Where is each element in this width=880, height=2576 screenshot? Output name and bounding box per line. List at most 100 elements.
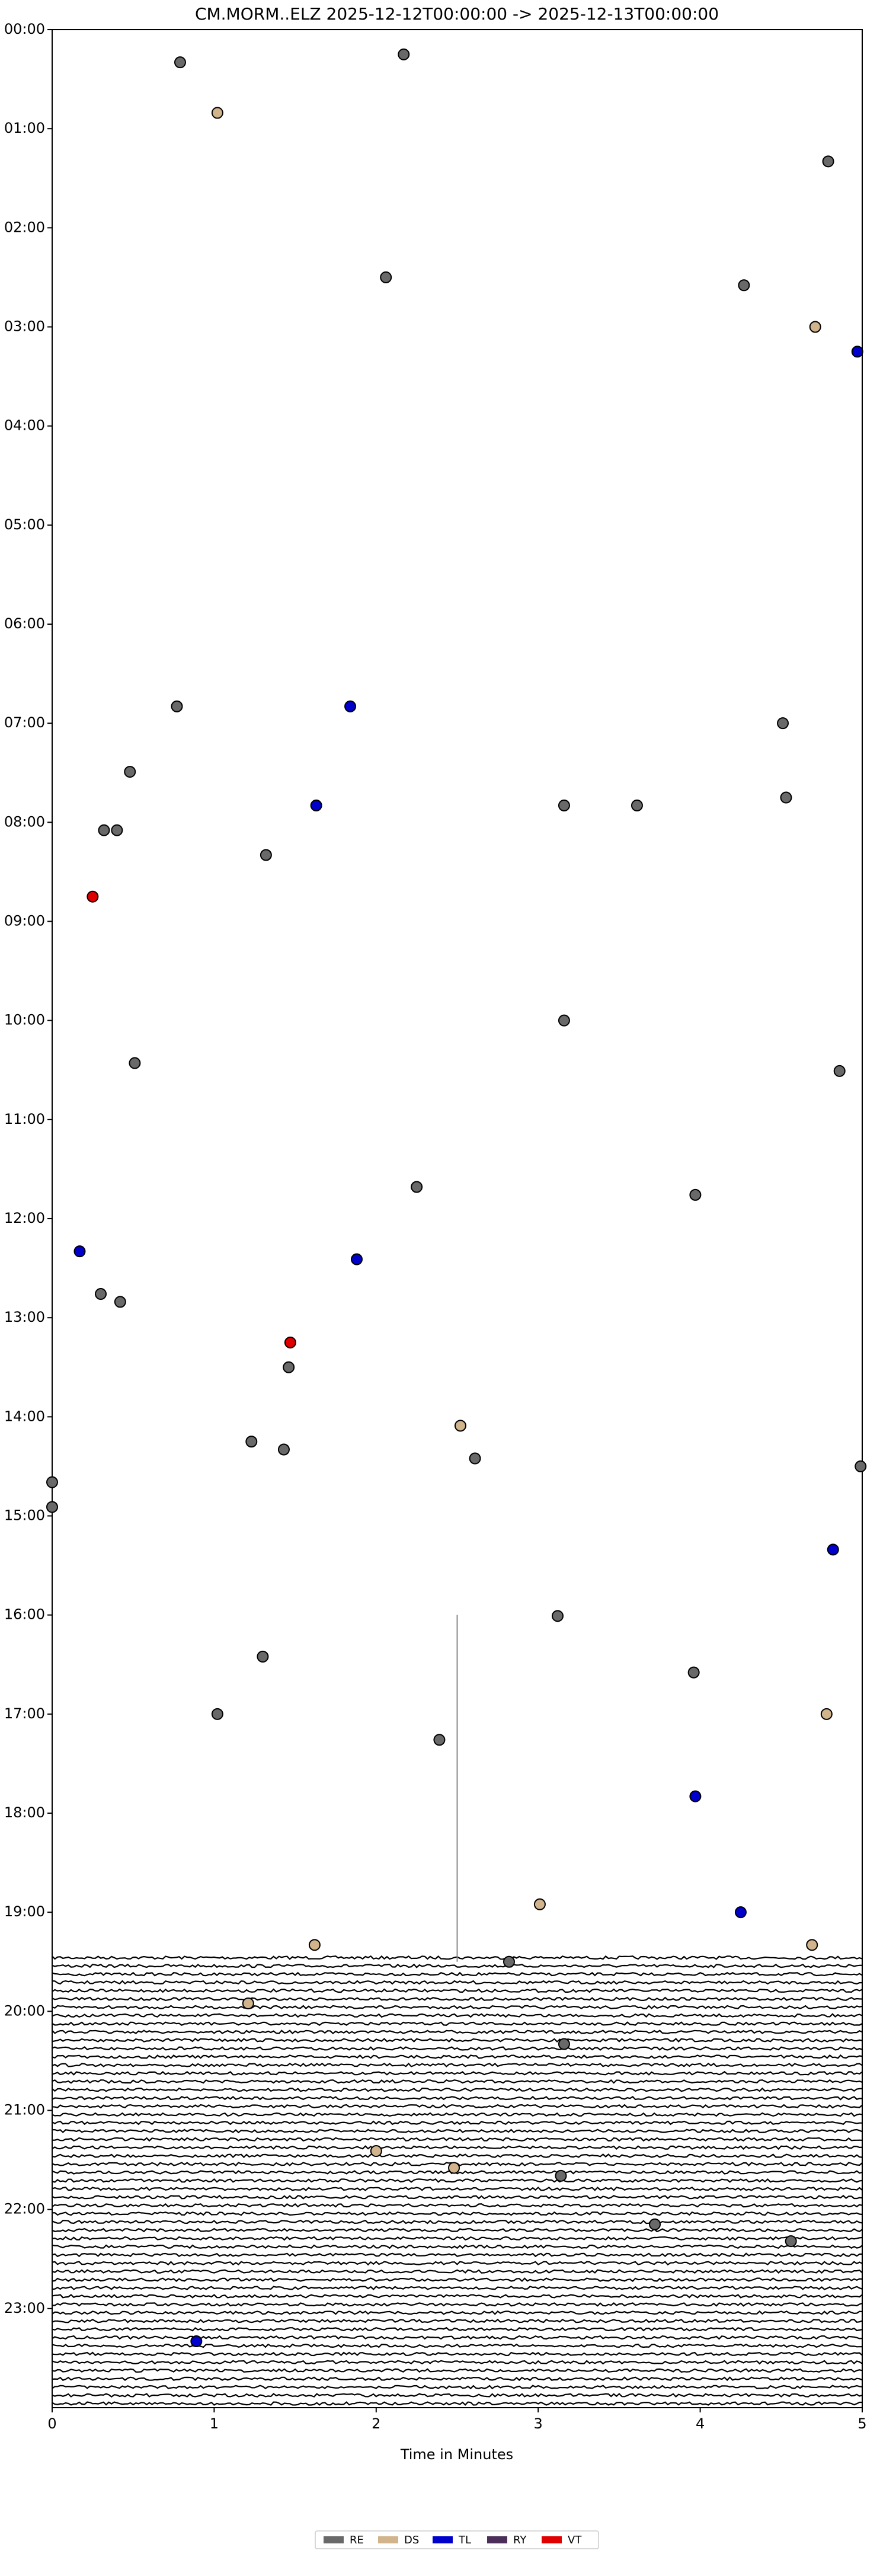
y-tick-label: 23:00 <box>4 2300 45 2316</box>
y-tick-label: 04:00 <box>4 417 45 434</box>
event-marker <box>827 1543 839 1556</box>
event-marker <box>448 2162 460 2174</box>
event-marker <box>780 791 792 804</box>
event-marker <box>380 271 392 283</box>
x-tick-label: 5 <box>857 2415 866 2432</box>
waveform-trace <box>52 2013 863 2018</box>
y-tick-label: 10:00 <box>4 1012 45 1028</box>
event-marker <box>370 2145 382 2158</box>
event-marker <box>114 1296 126 1308</box>
waveform-trace <box>52 2186 863 2191</box>
x-tick-label: 4 <box>696 2415 705 2432</box>
event-marker <box>689 1790 702 1802</box>
event-marker <box>73 1245 86 1258</box>
x-axis-label: Time in Minutes <box>400 2446 513 2463</box>
event-marker <box>687 1666 700 1679</box>
waveform-trace <box>52 2393 863 2398</box>
event-marker <box>855 1460 867 1472</box>
y-tick-label: 17:00 <box>4 1705 45 1722</box>
event-marker <box>533 1898 546 1910</box>
waveform-trace <box>52 2236 863 2241</box>
waveform-traces <box>52 1615 863 2406</box>
event-marker <box>398 48 410 60</box>
event-marker <box>174 56 186 69</box>
waveform-trace <box>52 2368 863 2373</box>
event-marker <box>98 824 110 836</box>
event-marker <box>257 1650 269 1663</box>
legend-label: TL <box>458 2534 471 2546</box>
event-marker <box>308 1939 321 1951</box>
waveform-trace <box>52 1963 863 1968</box>
waveform-trace <box>52 2318 863 2323</box>
y-tick-label: 00:00 <box>4 21 45 37</box>
y-tick-label: 05:00 <box>4 516 45 533</box>
event-marker <box>344 700 357 712</box>
event-marker <box>738 279 750 292</box>
waveform-trace <box>52 2203 863 2208</box>
x-tick-label: 0 <box>47 2415 56 2432</box>
legend-label: RE <box>350 2534 364 2546</box>
y-tick-label: 21:00 <box>4 2102 45 2118</box>
waveform-trace <box>52 1988 863 1993</box>
event-marker <box>211 107 223 119</box>
waveform-trace <box>52 2269 863 2274</box>
event-marker <box>211 1708 223 1720</box>
x-tick-label: 2 <box>372 2415 380 2432</box>
waveform-trace <box>52 1971 863 1977</box>
event-marker <box>454 1420 466 1432</box>
y-tick-label: 13:00 <box>4 1309 45 1325</box>
event-marker <box>649 2218 661 2230</box>
waveform-trace <box>52 2376 863 2382</box>
waveform-trace <box>52 2343 862 2348</box>
waveform-trace <box>52 2005 863 2010</box>
event-marker <box>190 2335 203 2347</box>
event-marker <box>111 824 123 836</box>
event-marker <box>558 799 570 811</box>
waveform-trace <box>52 2054 863 2059</box>
waveform-trace <box>52 2261 863 2266</box>
event-marker <box>46 1476 58 1488</box>
waveform-trace <box>52 2070 863 2076</box>
waveform-trace <box>52 2351 863 2357</box>
event-marker <box>284 1336 296 1348</box>
event-marker <box>833 1065 846 1077</box>
y-tick-label: 01:00 <box>4 120 45 136</box>
waveform-trace <box>52 2302 863 2307</box>
waveform-trace <box>52 2120 862 2126</box>
event-marker <box>350 1253 363 1265</box>
waveform-trace <box>52 2095 863 2101</box>
event-marker <box>734 1906 747 1919</box>
event-marker <box>129 1057 141 1069</box>
event-marker <box>283 1361 295 1373</box>
legend-box <box>315 2530 599 2549</box>
waveform-trace <box>52 2112 863 2117</box>
y-tick-label: 18:00 <box>4 1804 45 1821</box>
waveform-trace <box>52 2277 863 2283</box>
event-marker <box>95 1288 107 1300</box>
chart-title: CM.MORM..ELZ 2025-12-12T00:00:00 -> 2025… <box>195 4 719 24</box>
event-marker <box>806 1939 818 1951</box>
event-marker <box>558 2038 570 2050</box>
waveform-trace <box>52 2153 863 2158</box>
waveform-trace <box>52 2170 863 2175</box>
y-tick-label: 09:00 <box>4 913 45 929</box>
event-marker <box>242 1997 254 2009</box>
event-marker <box>245 1436 258 1448</box>
event-marker <box>433 1734 446 1746</box>
event-marker <box>820 1708 833 1720</box>
y-tick-label: 06:00 <box>4 615 45 632</box>
waveform-trace <box>52 2211 863 2216</box>
event-marker <box>310 799 322 811</box>
legend-label: RY <box>513 2534 527 2546</box>
y-tick-label: 11:00 <box>4 1111 45 1127</box>
waveform-trace <box>52 2178 863 2183</box>
waveform-trace <box>52 2244 863 2249</box>
waveform-trace <box>52 2194 863 2200</box>
event-marker <box>822 155 834 168</box>
waveform-trace <box>52 2030 863 2035</box>
waveform-trace <box>52 2294 863 2299</box>
y-tick-label: 22:00 <box>4 2201 45 2217</box>
waveform-trace <box>52 2326 863 2332</box>
event-marker <box>124 766 136 778</box>
